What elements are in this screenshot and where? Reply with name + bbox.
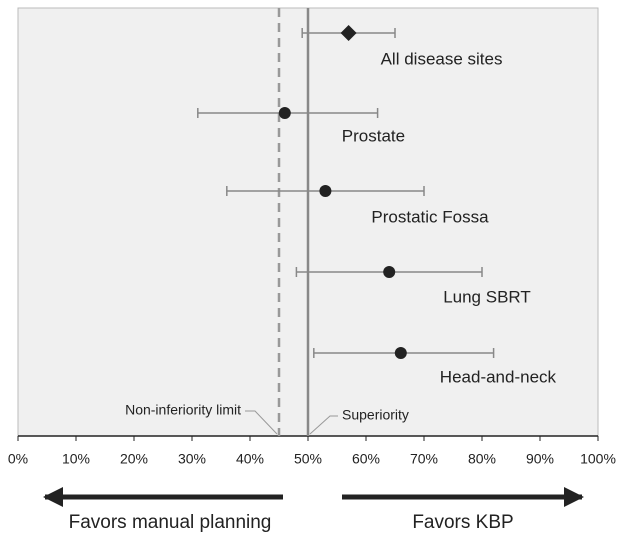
category-label: Lung SBRT [443,287,531,306]
x-tick-label: 50% [294,451,322,467]
point [383,266,396,278]
point [278,107,291,119]
x-tick-label: 40% [236,451,264,467]
x-tick-label: 0% [8,451,28,467]
point [394,347,407,359]
x-tick-label: 60% [352,451,380,467]
reference-label: Non-inferiority limit [125,402,241,418]
x-tick-label: 70% [410,451,438,467]
x-tick-label: 10% [62,451,90,467]
category-label: Prostatic Fossa [371,207,489,226]
x-tick-label: 30% [178,451,206,467]
category-label: All disease sites [381,49,503,68]
direction-label: Favors manual planning [69,512,272,533]
category-label: Prostate [342,126,405,145]
leader-line [245,410,278,435]
point [319,185,332,197]
leader-line [309,415,338,435]
point [340,25,357,41]
direction-label: Favors KBP [412,512,513,533]
x-tick-label: 80% [468,451,496,467]
reference-label: Superiority [342,407,409,423]
x-tick-label: 20% [120,451,148,467]
x-tick-label: 90% [526,451,554,467]
category-label: Head-and-neck [440,367,557,386]
x-tick-label: 100% [580,451,616,467]
